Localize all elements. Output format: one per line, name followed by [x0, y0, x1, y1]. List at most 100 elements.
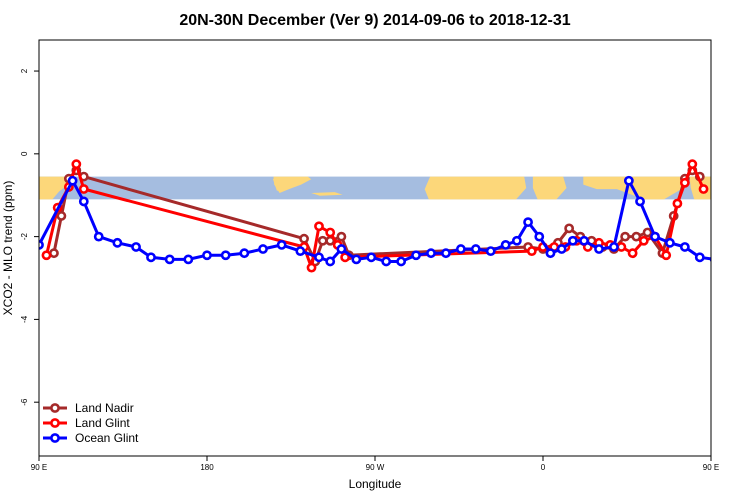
- data-point: [620, 231, 631, 242]
- data-point: [112, 237, 123, 248]
- data-point: [485, 246, 496, 257]
- data-point: [545, 248, 556, 259]
- data-point: [500, 239, 511, 250]
- data-point: [609, 242, 619, 252]
- y-tick-label: -6: [20, 398, 29, 406]
- data-point: [709, 256, 711, 263]
- data-point: [306, 262, 317, 273]
- data-point: [470, 244, 481, 254]
- data-point: [679, 177, 690, 188]
- data-point: [726, 256, 733, 263]
- data-point: [299, 233, 309, 244]
- data-point: [202, 250, 212, 261]
- data-point: [317, 235, 328, 246]
- x-tick-label: 180: [200, 463, 214, 472]
- data-point: [616, 242, 627, 252]
- data-point: [239, 248, 250, 259]
- land-baja: [272, 178, 281, 191]
- chart-title: 20N-30N December (Ver 9) 2014-09-06 to 2…: [179, 12, 570, 29]
- data-point: [183, 254, 194, 265]
- legend-item-land-glint: Land Glint: [43, 416, 130, 430]
- data-point: [93, 231, 104, 242]
- land-arabia: [532, 176, 567, 200]
- land-cuba: [311, 192, 343, 196]
- data-point: [635, 196, 645, 207]
- data-point: [665, 237, 675, 248]
- data-point: [672, 198, 683, 209]
- data-point: [336, 244, 347, 254]
- y-tick-label: -2: [20, 233, 29, 241]
- legend-item-land-nadir: Land Nadir: [43, 401, 134, 415]
- legend-label: Ocean Glint: [75, 431, 139, 445]
- series-line-ocean-glint: [39, 179, 711, 263]
- data-point: [687, 159, 698, 170]
- data-point: [71, 159, 82, 170]
- y-axis-label: XCO2 - MLO trend (ppm): [1, 181, 15, 316]
- data-point: [523, 217, 533, 228]
- data-point: [694, 252, 705, 263]
- data-point: [411, 250, 421, 261]
- data-point: [441, 248, 451, 259]
- legend-swatch-marker: [50, 403, 60, 413]
- legend-label: Land Glint: [75, 416, 130, 430]
- data-point: [336, 231, 347, 242]
- data-point: [631, 231, 642, 242]
- data-point: [258, 244, 268, 254]
- legend-item-ocean-glint: Ocean Glint: [43, 431, 139, 445]
- data-point: [627, 248, 638, 259]
- data-point: [78, 184, 89, 194]
- data-point: [164, 254, 175, 265]
- y-tick-label: 0: [20, 151, 29, 156]
- y-tick-label: 2: [20, 68, 29, 73]
- data-point: [276, 239, 287, 250]
- data-point: [661, 250, 672, 261]
- data-point: [650, 231, 660, 242]
- data-point: [556, 244, 567, 254]
- data-point: [564, 223, 575, 234]
- data-point: [594, 244, 604, 254]
- data-point: [325, 227, 336, 238]
- data-point: [567, 235, 578, 246]
- data-point: [314, 252, 324, 263]
- data-point: [295, 246, 306, 257]
- data-point: [511, 235, 522, 246]
- x-axis-label: Longitude: [349, 477, 402, 491]
- land-mexico: [273, 176, 312, 193]
- map-band: [39, 176, 711, 200]
- data-point: [698, 184, 709, 194]
- x-tick-label: 0: [541, 463, 546, 472]
- data-point: [131, 242, 141, 252]
- data-point: [314, 221, 324, 232]
- data-point: [381, 256, 392, 267]
- land-asia-west: [39, 176, 72, 200]
- data-point: [220, 250, 231, 261]
- data-point: [426, 248, 436, 259]
- data-point: [623, 175, 634, 186]
- data-point: [638, 235, 649, 246]
- x-tick-label: 90 E: [31, 463, 47, 472]
- data-point: [526, 246, 537, 257]
- data-point: [534, 231, 545, 242]
- legend-label: Land Nadir: [75, 401, 134, 415]
- data-point: [396, 256, 407, 267]
- land-africa: [424, 176, 527, 200]
- data-point: [679, 242, 690, 252]
- legend-swatch-marker: [50, 418, 60, 428]
- y-tick-label: -4: [20, 315, 29, 323]
- data-point: [340, 252, 351, 263]
- data-point: [67, 175, 78, 186]
- data-point: [351, 254, 362, 265]
- data-point: [49, 248, 59, 259]
- data-point: [56, 211, 67, 221]
- data-point: [642, 227, 653, 238]
- x-tick-label: 90 W: [366, 463, 385, 472]
- data-point: [41, 250, 52, 261]
- series-ocean-glint: [39, 175, 733, 267]
- data-point: [78, 196, 89, 207]
- data-point: [455, 244, 466, 254]
- x-tick-label: 90 E: [703, 463, 719, 472]
- data-point: [579, 235, 589, 246]
